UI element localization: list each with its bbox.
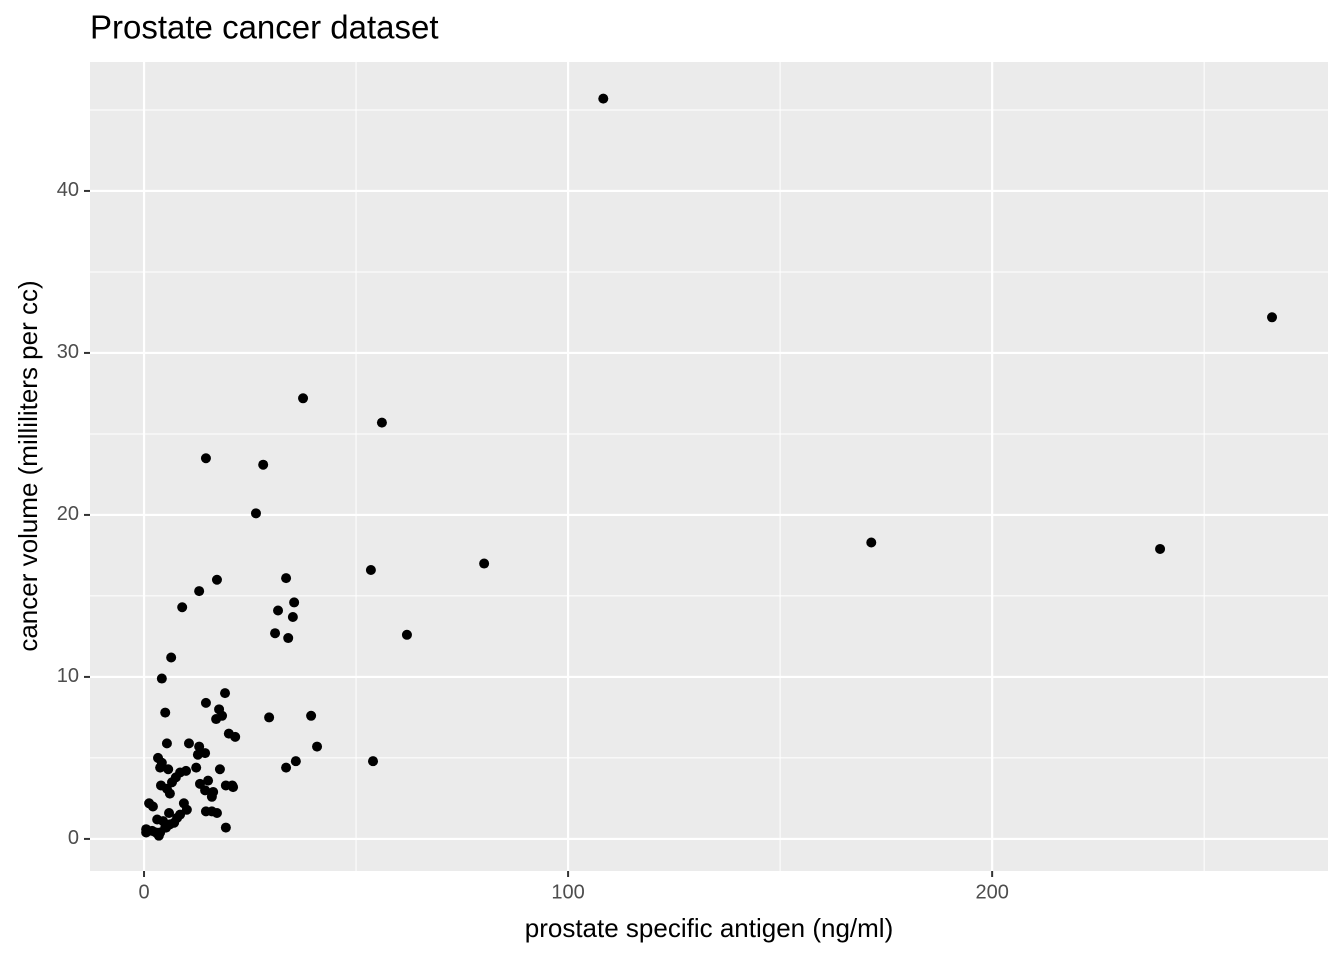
y-tick-label: 40 bbox=[57, 179, 79, 201]
point bbox=[866, 537, 877, 548]
point bbox=[164, 788, 175, 799]
point bbox=[287, 611, 298, 622]
point bbox=[160, 707, 171, 718]
point bbox=[191, 762, 202, 773]
point bbox=[1155, 543, 1166, 554]
point bbox=[181, 765, 192, 776]
point bbox=[368, 756, 379, 767]
point bbox=[298, 393, 309, 404]
point bbox=[161, 738, 172, 749]
y-tick-label: 0 bbox=[68, 827, 79, 849]
y-axis-title: cancer volume (milliliters per cc) bbox=[13, 280, 43, 651]
point bbox=[283, 633, 294, 644]
point bbox=[206, 791, 217, 802]
point bbox=[160, 822, 171, 833]
point bbox=[401, 629, 412, 640]
point bbox=[183, 738, 194, 749]
point bbox=[147, 801, 158, 812]
x-axis-title: prostate specific antigen (ng/ml) bbox=[525, 913, 894, 943]
x-tick-label: 200 bbox=[975, 881, 1008, 903]
point bbox=[250, 508, 261, 519]
point bbox=[258, 459, 269, 470]
point bbox=[211, 574, 222, 585]
x-tick-label: 0 bbox=[138, 881, 149, 903]
point bbox=[194, 741, 205, 752]
point bbox=[203, 775, 214, 786]
y-tick-label: 20 bbox=[57, 503, 79, 525]
point bbox=[211, 714, 222, 725]
point bbox=[220, 822, 231, 833]
point bbox=[598, 93, 609, 104]
point bbox=[281, 573, 292, 584]
point bbox=[153, 830, 164, 841]
point bbox=[192, 749, 203, 760]
y-tick-label: 10 bbox=[57, 665, 79, 687]
point bbox=[156, 673, 167, 684]
point bbox=[312, 741, 323, 752]
point bbox=[228, 782, 239, 793]
point bbox=[177, 602, 188, 613]
point bbox=[281, 762, 292, 773]
point bbox=[194, 586, 205, 597]
point bbox=[270, 628, 281, 639]
point bbox=[200, 453, 211, 464]
point bbox=[214, 764, 225, 775]
point bbox=[164, 808, 175, 819]
point bbox=[1267, 312, 1278, 323]
point bbox=[166, 652, 177, 663]
point bbox=[290, 756, 301, 767]
point bbox=[200, 785, 211, 796]
x-tick-label: 100 bbox=[551, 881, 584, 903]
point bbox=[172, 812, 183, 823]
point bbox=[211, 808, 222, 819]
point bbox=[220, 688, 231, 699]
y-tick-label: 30 bbox=[57, 341, 79, 363]
point bbox=[230, 731, 241, 742]
chart-title: Prostate cancer dataset bbox=[90, 9, 439, 46]
point bbox=[306, 710, 317, 721]
point bbox=[365, 565, 376, 576]
point bbox=[264, 712, 275, 723]
point bbox=[200, 697, 211, 708]
point bbox=[376, 417, 387, 428]
point bbox=[273, 605, 284, 616]
point bbox=[479, 558, 490, 569]
point bbox=[289, 597, 300, 608]
panel bbox=[90, 62, 1328, 871]
point bbox=[155, 762, 166, 773]
point bbox=[163, 764, 174, 775]
